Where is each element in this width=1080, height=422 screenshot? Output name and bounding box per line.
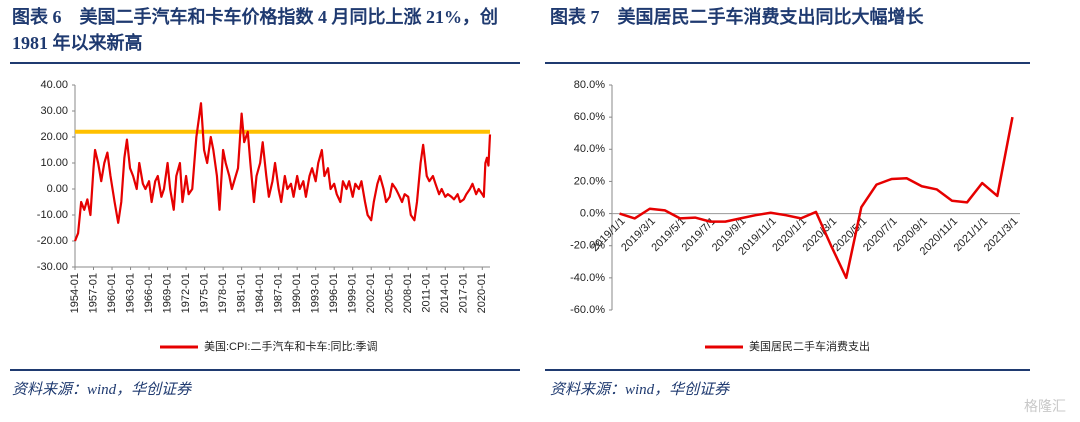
- x-tick-label: 1984-01: [254, 273, 266, 313]
- y-tick-label: -20.0%: [570, 240, 605, 252]
- charts: -30.00 -20.00 -10.00 0.00 10.00 20.00 30.00 40.…: [37, 79, 1021, 353]
- rule: [545, 369, 1030, 371]
- x-tick-label: 1987-01: [273, 273, 285, 313]
- x-tick-label: 1996-01: [328, 273, 340, 313]
- y-tick-label: 10.00: [40, 157, 68, 169]
- x-tick-label: 2014-01: [439, 273, 451, 313]
- x-tick-label: 1957-01: [87, 273, 99, 313]
- y-tick-label: -10.00: [37, 209, 68, 221]
- x-tick-label: 2005-01: [384, 273, 396, 313]
- legend-label: 美国:CPI:二手汽车和卡车:同比:季调: [204, 339, 378, 353]
- x-tick-label: 1954-01: [69, 273, 81, 313]
- chart-title: 图表 7 美国居民二手车消费支出同比大幅增长: [550, 7, 924, 27]
- x-tick-label: 1981-01: [236, 273, 248, 313]
- y-tick-label: 0.00: [47, 183, 68, 195]
- y-tick-label: 0.0%: [580, 207, 605, 219]
- x-tick-label: 1960-01: [106, 273, 118, 313]
- y-tick-label: -60.0%: [570, 304, 605, 316]
- x-tick-label: 1975-01: [198, 273, 210, 313]
- y-tick-label: 40.00: [40, 79, 68, 91]
- series-line: [73, 102, 492, 242]
- x-tick-label: 1963-01: [124, 273, 136, 313]
- rule: [10, 369, 520, 371]
- x-tick-label: 2008-01: [402, 273, 414, 313]
- x-tick-label: 1966-01: [143, 273, 155, 313]
- rule: [545, 62, 1030, 64]
- y-tick-label: 80.0%: [574, 79, 605, 91]
- x-tick-label: 1978-01: [217, 273, 229, 313]
- x-tick-label: 1969-01: [161, 273, 173, 313]
- x-tick-label: 1999-01: [347, 273, 359, 313]
- x-tick-label: 2020-01: [476, 273, 488, 313]
- series-line: [619, 116, 1014, 280]
- x-tick-label: 2011-01: [421, 273, 433, 313]
- y-tick-label: -20.00: [37, 235, 68, 247]
- x-tick-label: 2002-01: [365, 273, 377, 313]
- y-tick-label: 20.0%: [574, 175, 605, 187]
- rule: [10, 62, 520, 64]
- y-tick-label: 30.00: [40, 105, 68, 117]
- y-tick-label: -30.00: [37, 261, 68, 273]
- x-tick-label: 2017-01: [458, 273, 470, 313]
- y-tick-label: 20.00: [40, 131, 68, 143]
- source: 资料来源：wind，华创证券: [550, 382, 730, 398]
- source: 资料来源：wind，华创证券: [12, 382, 192, 398]
- chart-title: 图表 6 美国二手汽车和卡车价格指数 4 月同比上涨 21%，创 1981 年以…: [12, 7, 498, 53]
- x-tick-label: 1993-01: [310, 273, 322, 313]
- watermark: 格隆汇: [1024, 399, 1066, 415]
- y-tick-label: -40.0%: [570, 272, 605, 284]
- y-tick-label: 40.0%: [574, 143, 605, 155]
- x-tick-label: 1990-01: [291, 273, 303, 313]
- x-tick-label: 1972-01: [180, 273, 192, 313]
- legend-label: 美国居民二手车消费支出: [749, 339, 870, 353]
- y-tick-label: 60.0%: [574, 111, 605, 123]
